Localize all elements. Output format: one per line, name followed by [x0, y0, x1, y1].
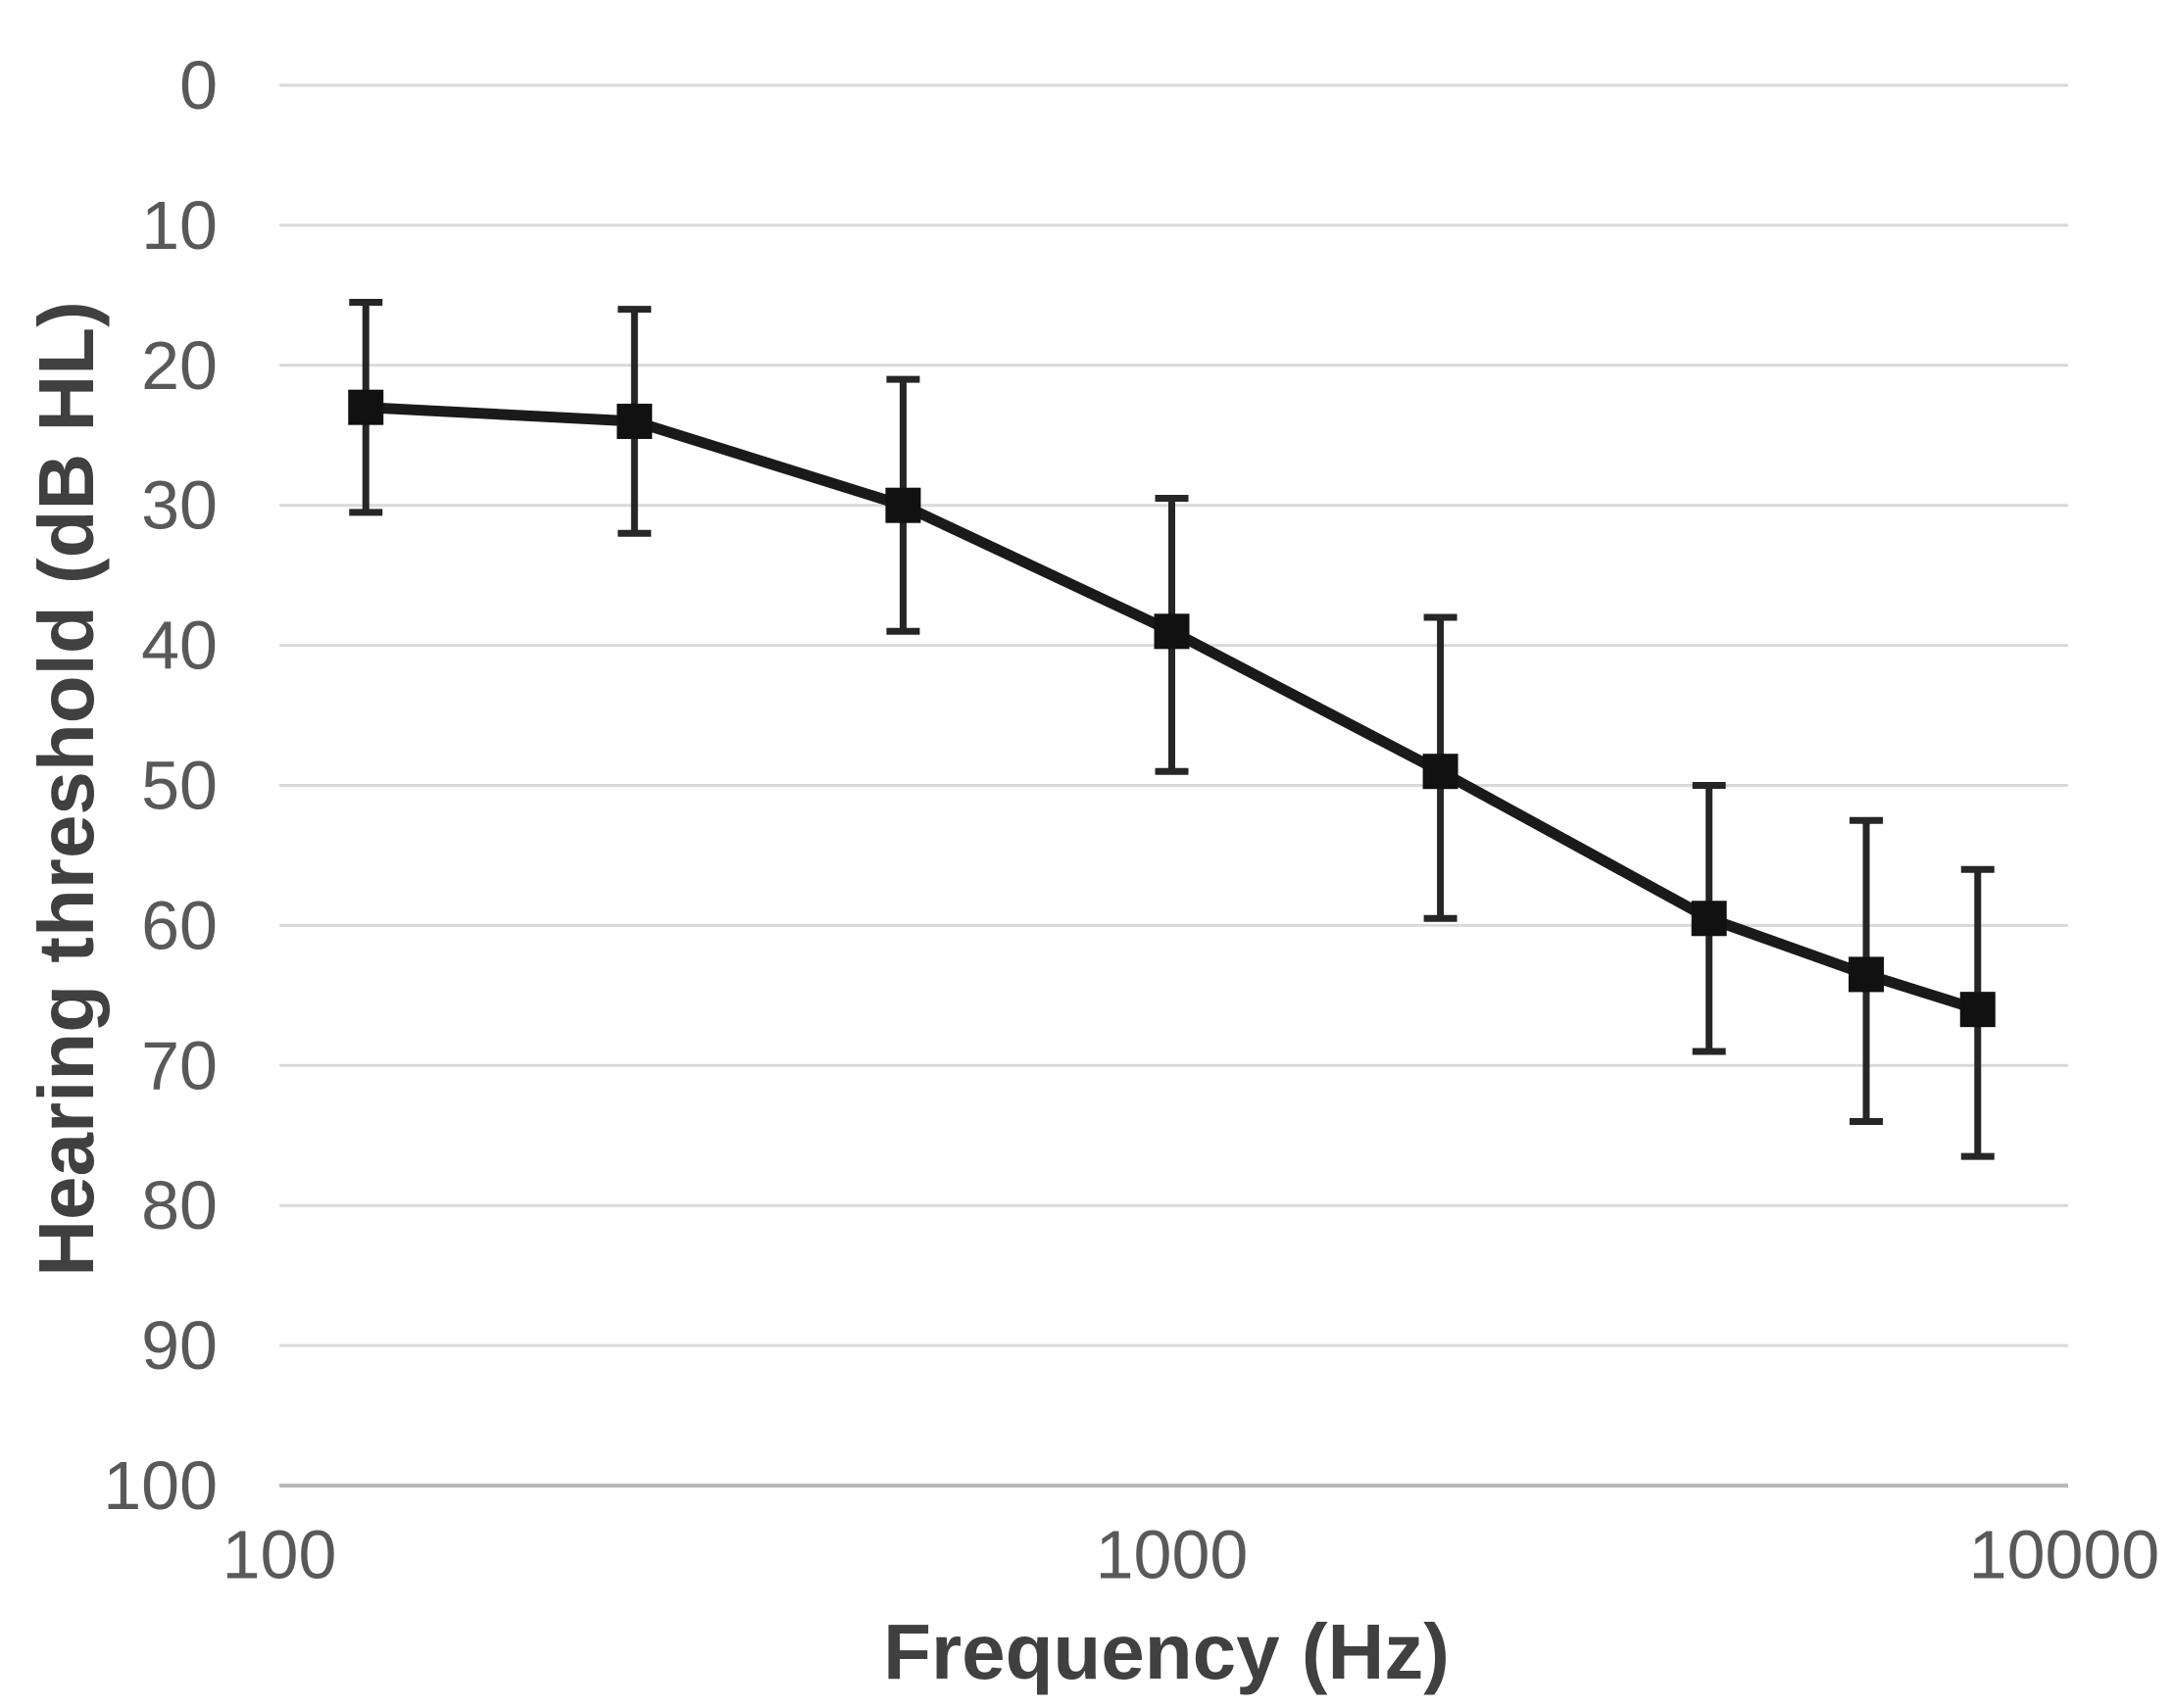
data-point-2000hz [1422, 754, 1458, 790]
data-point-1000hz [1154, 613, 1190, 650]
x-axis-title: Frequency (Hz) [883, 1608, 1450, 1695]
data-point-6000hz [1849, 956, 1885, 993]
y-tick-label-10: 10 [141, 187, 218, 264]
y-tick-labels-group: 0 10 20 30 40 50 60 70 80 90 100 [103, 47, 218, 1524]
data-point-500hz [885, 487, 921, 523]
x-tick-labels-group: 100 1000 10000 [222, 1516, 2160, 1592]
gridlines-group [279, 83, 2068, 1488]
y-tick-label-0: 0 [179, 47, 218, 123]
y-tick-label-80: 80 [141, 1167, 218, 1244]
y-tick-label-90: 90 [141, 1307, 218, 1384]
series-line [360, 402, 1984, 1015]
data-point-4000hz [1691, 901, 1727, 937]
x-tick-label-100: 100 [222, 1516, 337, 1592]
y-tick-label-20: 20 [141, 327, 218, 404]
y-tick-label-60: 60 [141, 887, 218, 963]
y-tick-label-40: 40 [141, 608, 218, 684]
y-tick-label-50: 50 [141, 748, 218, 824]
series-mean-hearing-threshold [348, 298, 1996, 1160]
x-tick-label-10000: 10000 [1969, 1516, 2160, 1592]
y-tick-label-100: 100 [103, 1447, 218, 1524]
data-point-250hz [617, 403, 653, 439]
y-axis-title: Hearing threshold (dB HL) [23, 301, 110, 1277]
y-tick-label-30: 30 [141, 467, 218, 544]
x-tick-label-1000: 1000 [1096, 1516, 1249, 1592]
data-point-8000hz [1959, 992, 1996, 1028]
y-tick-label-70: 70 [141, 1027, 218, 1103]
data-point-125hz [348, 389, 384, 425]
